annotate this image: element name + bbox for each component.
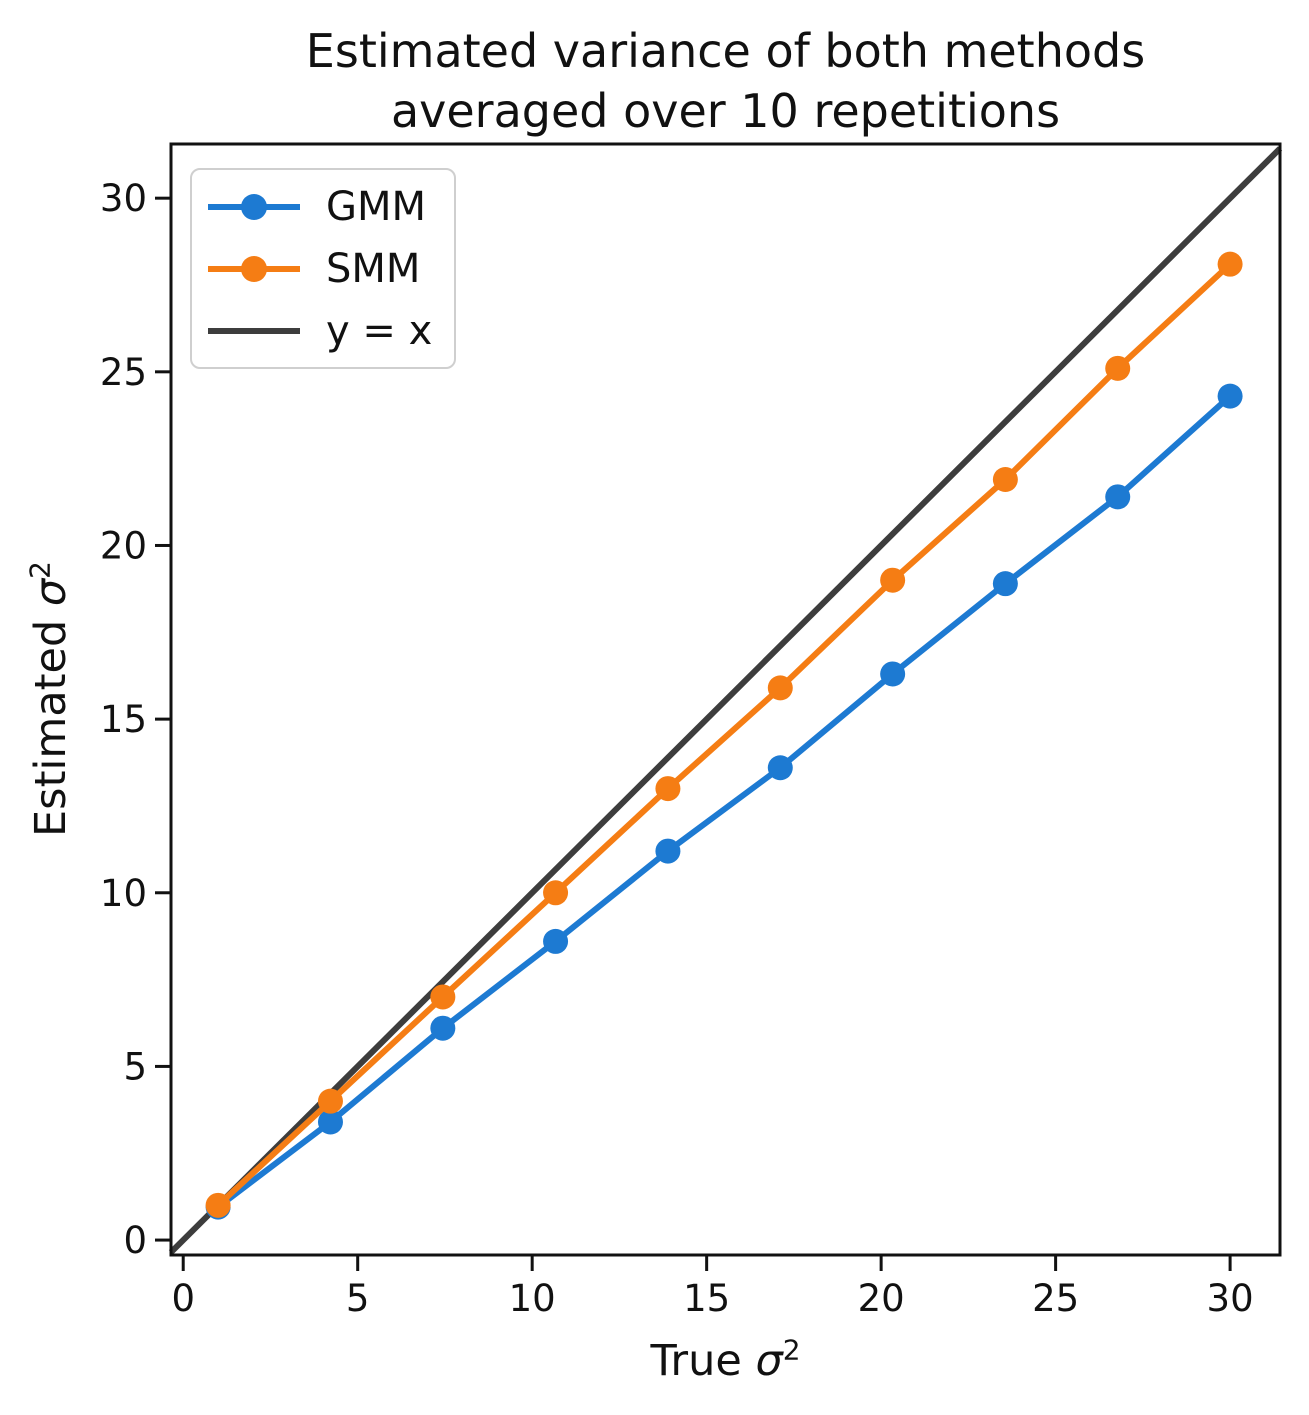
y-axis-label-text: Estimated — [26, 606, 76, 837]
sigma-exponent: 2 — [782, 1333, 801, 1367]
y-tick-label: 25 — [100, 351, 147, 394]
legend-item-smm: SMM — [208, 244, 432, 293]
legend-label: y = x — [326, 307, 433, 354]
gmm-marker — [543, 928, 569, 954]
gmm-marker — [1105, 484, 1131, 510]
y-tick-label: 0 — [123, 1219, 147, 1262]
gmm-marker — [317, 1109, 343, 1135]
legend-sample-line — [208, 318, 300, 344]
y-tick-label: 20 — [100, 524, 147, 567]
smm-marker — [543, 880, 569, 906]
legend-item-y=x: y = x — [208, 306, 432, 355]
sigma-exponent: 2 — [23, 561, 57, 579]
x-tick-label: 20 — [858, 1277, 905, 1320]
legend-box: GMM SMM y = x — [190, 168, 457, 369]
x-tick-label: 0 — [171, 1277, 195, 1320]
legend-marker-dot — [241, 193, 267, 220]
legend-line-swatch — [208, 327, 300, 334]
x-tick-label: 25 — [1032, 1277, 1079, 1320]
gmm-marker — [880, 661, 906, 687]
legend-sample-line — [208, 255, 300, 282]
y-tick-label: 5 — [123, 1045, 147, 1088]
smm-line — [216, 261, 1233, 1208]
x-tick-label: 10 — [509, 1277, 556, 1320]
gmm-marker — [992, 571, 1018, 597]
gmm-marker — [430, 1015, 456, 1041]
smm-marker — [430, 984, 456, 1010]
gmm-marker — [1217, 383, 1243, 409]
x-tick-label: 5 — [346, 1277, 370, 1320]
y-tick-label: 15 — [100, 698, 147, 741]
gmm-line — [216, 393, 1233, 1210]
sigma-symbol: σ — [755, 1336, 783, 1386]
gmm-marker — [655, 838, 681, 864]
smm-marker — [205, 1192, 231, 1218]
smm-marker — [1217, 251, 1243, 277]
legend-sample-line — [208, 193, 300, 220]
smm-marker — [767, 675, 793, 701]
legend-marker-dot — [241, 255, 267, 282]
x-axis-label: True σ2 — [171, 1336, 1280, 1386]
smm-marker — [1105, 355, 1131, 381]
legend-item-gmm: GMM — [208, 182, 432, 231]
identity-line — [168, 146, 1283, 1255]
smm-marker — [317, 1088, 343, 1114]
y-tick-label: 10 — [100, 872, 147, 915]
y-axis-label: Estimated σ2 — [23, 529, 80, 869]
legend-label: SMM — [326, 245, 421, 292]
x-axis-label-text: True — [650, 1336, 756, 1386]
x-tick-label: 30 — [1207, 1277, 1254, 1320]
chart-title: Estimated variance of both methods avera… — [305, 24, 1146, 138]
y-tick-label: 30 — [100, 177, 147, 220]
gmm-marker — [767, 755, 793, 781]
axes-frame — [169, 142, 1282, 1257]
smm-marker — [992, 466, 1018, 492]
smm-marker — [655, 776, 681, 802]
legend-label: GMM — [326, 183, 427, 230]
x-tick-label: 15 — [683, 1277, 730, 1320]
sigma-symbol: σ — [26, 578, 76, 607]
smm-marker — [880, 567, 906, 593]
